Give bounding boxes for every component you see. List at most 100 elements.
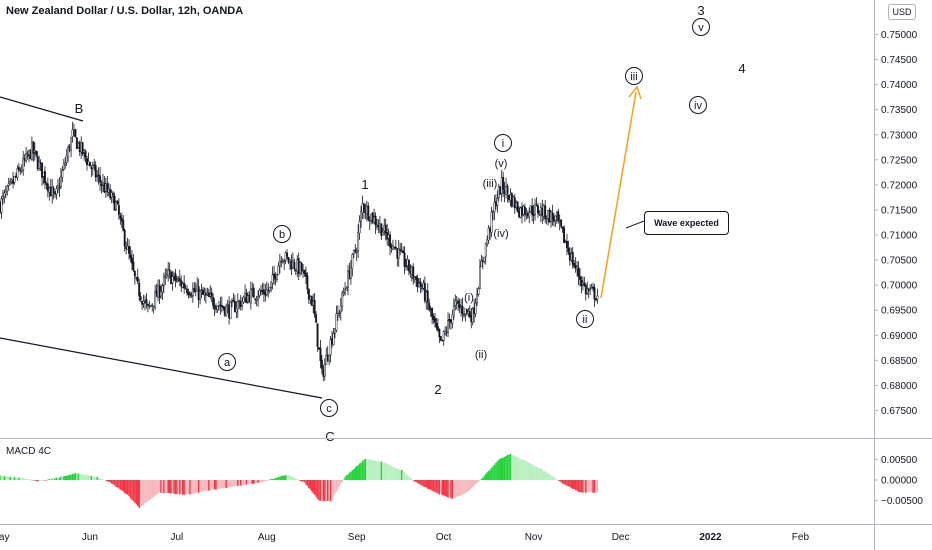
- macd-bar: [216, 480, 219, 489]
- macd-bar: [153, 480, 155, 498]
- macd-bar: [332, 480, 335, 497]
- macd-bar: [234, 480, 236, 487]
- macd-bar: [132, 480, 135, 502]
- macd-bar: [557, 480, 559, 481]
- macd-bar: [530, 463, 532, 480]
- macd-bar: [83, 474, 85, 480]
- macd-bar: [416, 480, 419, 484]
- price-tick-label: 0.74000: [881, 80, 918, 91]
- candle-body: [390, 245, 393, 249]
- macd-bar: [432, 480, 435, 492]
- candle-body: [467, 311, 470, 314]
- candle-body: [351, 254, 354, 269]
- macd-bar: [135, 480, 138, 505]
- macd-bar: [109, 480, 111, 483]
- macd-bar: [176, 480, 178, 495]
- macd-bar: [3, 476, 6, 480]
- macd-bar: [308, 480, 310, 489]
- macd-bar: [22, 478, 24, 480]
- candle-body: [554, 215, 557, 221]
- candle-body: [486, 239, 489, 245]
- macd-bar: [235, 480, 238, 486]
- macd-bar: [403, 472, 406, 480]
- candle-body: [0, 198, 3, 213]
- candle-body: [392, 245, 394, 250]
- candle-body: [39, 162, 42, 164]
- macd-bar: [379, 461, 381, 480]
- candle-body: [357, 232, 360, 251]
- macd-bar: [47, 479, 49, 481]
- candle-body: [410, 266, 413, 275]
- candle-body: [97, 174, 100, 176]
- candle-body: [528, 212, 531, 218]
- macd-bar: [348, 472, 351, 480]
- price-tick-label: 0.70000: [881, 281, 918, 292]
- macd-bar: [237, 480, 239, 486]
- candle-body: [141, 301, 144, 305]
- macd-bar: [23, 478, 26, 480]
- macd-bar: [466, 480, 468, 493]
- candle-body: [538, 212, 541, 215]
- macd-bar: [485, 473, 487, 480]
- candle-body: [149, 305, 152, 307]
- candle-body: [144, 300, 146, 302]
- candle-body: [384, 224, 387, 234]
- candle-body: [576, 266, 579, 270]
- macd-bar: [221, 480, 223, 489]
- candle-body: [20, 169, 23, 172]
- candle-body: [247, 295, 249, 303]
- candle-body: [355, 251, 358, 253]
- macd-bar: [516, 457, 519, 480]
- candle-body: [180, 280, 183, 287]
- candle-body: [403, 252, 406, 267]
- macd-bar: [92, 476, 94, 480]
- candle-body: [531, 206, 534, 216]
- macd-bar: [189, 480, 191, 495]
- macd-bar: [222, 480, 225, 489]
- macd-bar: [131, 480, 133, 500]
- macd-bar: [506, 454, 509, 480]
- macd-bar: [183, 480, 185, 495]
- candle-body: [455, 300, 458, 303]
- candle-body: [117, 205, 120, 215]
- candle-body: [561, 226, 564, 229]
- macd-bar: [409, 477, 412, 480]
- candle-body: [9, 180, 12, 183]
- candle-body: [67, 147, 70, 158]
- macd-bar: [508, 454, 510, 480]
- macd-bar: [418, 480, 420, 484]
- candle-body: [558, 220, 561, 222]
- macd-bar: [38, 480, 40, 481]
- candle-body: [168, 269, 171, 272]
- macd-bar: [298, 479, 300, 481]
- candle-body: [218, 305, 220, 307]
- macd-bar: [290, 476, 293, 480]
- macd-bar: [261, 480, 264, 483]
- macd-bar: [543, 471, 545, 480]
- macd-bar: [434, 480, 436, 493]
- macd-bar: [535, 467, 538, 480]
- time-tick-label: Nov: [525, 532, 543, 543]
- candle-body: [377, 224, 380, 227]
- macd-bar: [182, 480, 184, 495]
- macd-bar: [335, 480, 338, 492]
- macd-bar: [247, 480, 249, 485]
- macd-bar: [76, 473, 78, 480]
- macd-bar: [54, 478, 56, 480]
- wave-label-text: (ii): [475, 349, 487, 361]
- macd-bar: [341, 480, 343, 482]
- candle-body: [273, 273, 276, 277]
- macd-bar: [32, 480, 35, 481]
- macd-bar: [8, 476, 10, 480]
- macd-bar: [64, 475, 66, 480]
- currency-badge[interactable]: USD: [888, 4, 916, 20]
- candle-body: [458, 304, 461, 308]
- macd-bar: [151, 480, 153, 498]
- candle-body: [409, 271, 412, 274]
- candle-body: [481, 260, 484, 262]
- macd-bar: [258, 480, 261, 483]
- macd-bar: [450, 480, 452, 499]
- candle-body: [352, 250, 355, 255]
- macd-bar: [487, 470, 490, 480]
- candle-body: [231, 300, 233, 303]
